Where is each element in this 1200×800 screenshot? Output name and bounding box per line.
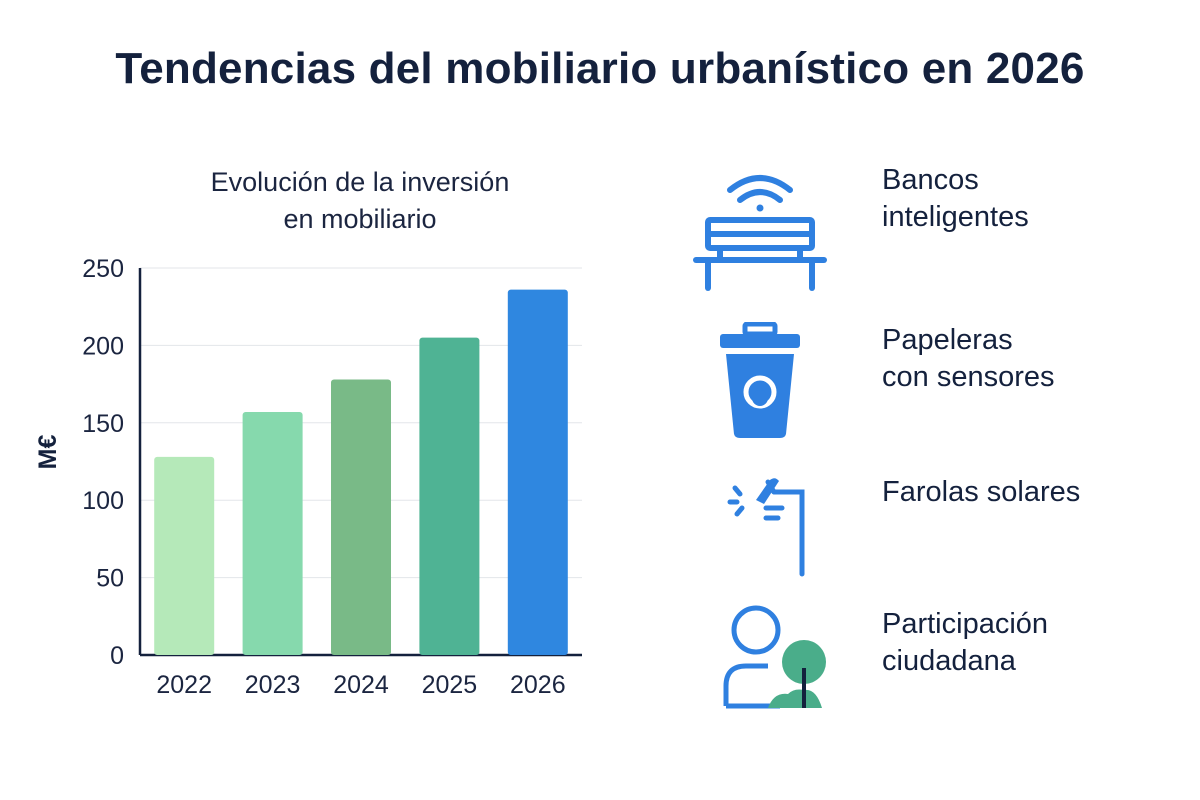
y-tick-label: 250 [82, 255, 124, 283]
x-tick-label: 2022 [156, 671, 212, 699]
trend-label: Bancos inteligentes [882, 164, 1029, 233]
y-tick-label: 150 [82, 410, 124, 438]
trend-item-sensor-bins: Papeleras con sensores [690, 322, 1170, 442]
trend-label: Papeleras con sensores [882, 324, 1055, 393]
bar-2022 [154, 456, 215, 655]
page-title: Tendencias del mobiliario urbanístico en… [115, 44, 1085, 93]
bar-2023 [242, 411, 303, 655]
x-tick-label: 2023 [245, 671, 301, 699]
x-tick-label: 2024 [333, 671, 389, 699]
bar-2024 [331, 379, 391, 655]
solar-streetlight-icon [727, 478, 805, 577]
trend-label: Farolas solares [882, 476, 1081, 508]
y-tick-label: 0 [110, 642, 124, 670]
x-tick-label: 2026 [510, 671, 566, 699]
citizen-participation-icon [723, 605, 826, 709]
trend-label: Participación ciudadana [882, 608, 1049, 677]
bar-2026 [507, 289, 568, 655]
y-tick-label: 100 [82, 487, 124, 515]
sensor-bin-icon [720, 322, 800, 438]
y-tick-label: 50 [96, 565, 124, 593]
y-axis-label: M€ [34, 435, 62, 470]
y-tick-label: 200 [82, 332, 124, 360]
chart-title: Evolución de la inversión en mobiliario [210, 167, 510, 234]
bar-2025 [419, 337, 480, 655]
trend-item-solar-streetlights: Farolas solares [690, 470, 1170, 590]
smart-bench-icon [693, 175, 827, 291]
x-tick-label: 2025 [422, 671, 478, 699]
trend-item-smart-benches: Bancos inteligentes [690, 164, 1170, 291]
trend-item-citizen-participation: Participación ciudadana [690, 604, 1170, 724]
